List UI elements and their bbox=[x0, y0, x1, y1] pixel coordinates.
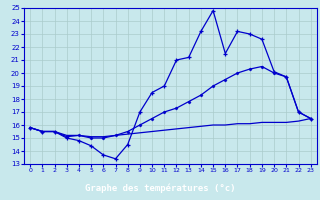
Text: Graphe des températures (°c): Graphe des températures (°c) bbox=[85, 184, 235, 193]
